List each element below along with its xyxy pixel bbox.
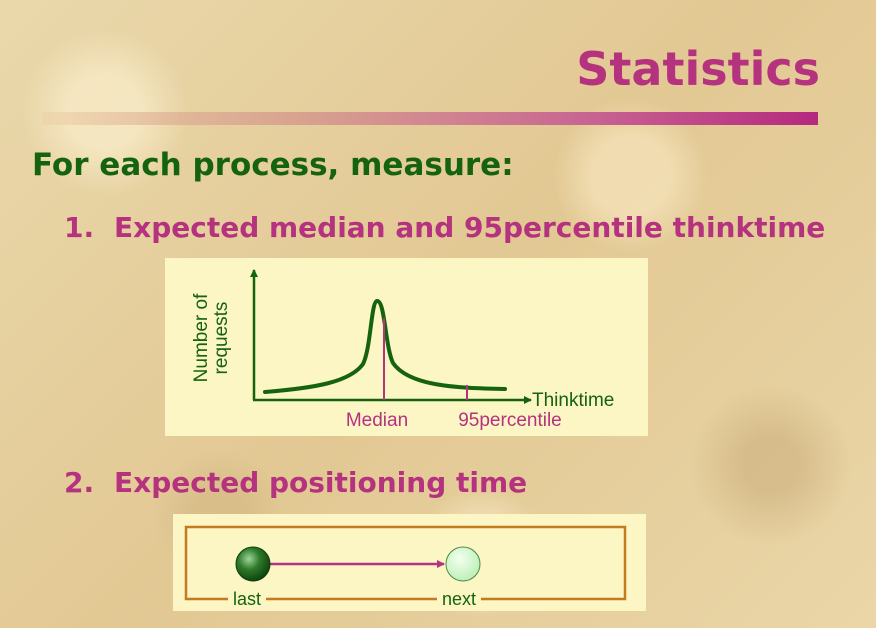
thinktime-distribution-diagram: Number of requests Thinktime Median 95pe… — [165, 258, 648, 436]
slide-title: Statistics — [576, 42, 820, 96]
y-axis-label-line1: Number of — [191, 293, 212, 382]
list-item-2-number: 2. — [64, 466, 95, 499]
distribution-curve — [263, 299, 507, 394]
next-label-bg — [437, 590, 481, 608]
list-item-2: 2. Expected positioning time — [64, 466, 527, 499]
list-item-2-text: Expected positioning time — [114, 466, 528, 499]
x-axis-label: Thinktime — [532, 390, 614, 411]
percentile-label: 95percentile — [458, 410, 562, 431]
positioning-diagram-svg: last next — [184, 525, 627, 609]
list-item-1-text: Expected median and 95percentile thinkti… — [114, 211, 826, 244]
list-item-1: 1. Expected median and 95percentile think… — [64, 211, 825, 244]
positioning-diagram: last next — [173, 514, 646, 611]
y-axis-label-line2: requests — [211, 302, 232, 375]
disk-track-frame — [184, 525, 627, 601]
thinktime-diagram-svg: Number of requests Thinktime Median 95pe… — [191, 269, 614, 431]
last-label: last — [233, 589, 261, 609]
last-position-marker — [235, 546, 271, 582]
next-position-marker — [445, 546, 481, 582]
title-underline-bar — [42, 112, 818, 125]
list-item-1-number: 1. — [64, 211, 95, 244]
section-heading: For each process, measure: — [32, 147, 514, 183]
next-label: next — [442, 589, 476, 609]
last-label-bg — [228, 590, 266, 608]
median-label: Median — [346, 410, 408, 431]
